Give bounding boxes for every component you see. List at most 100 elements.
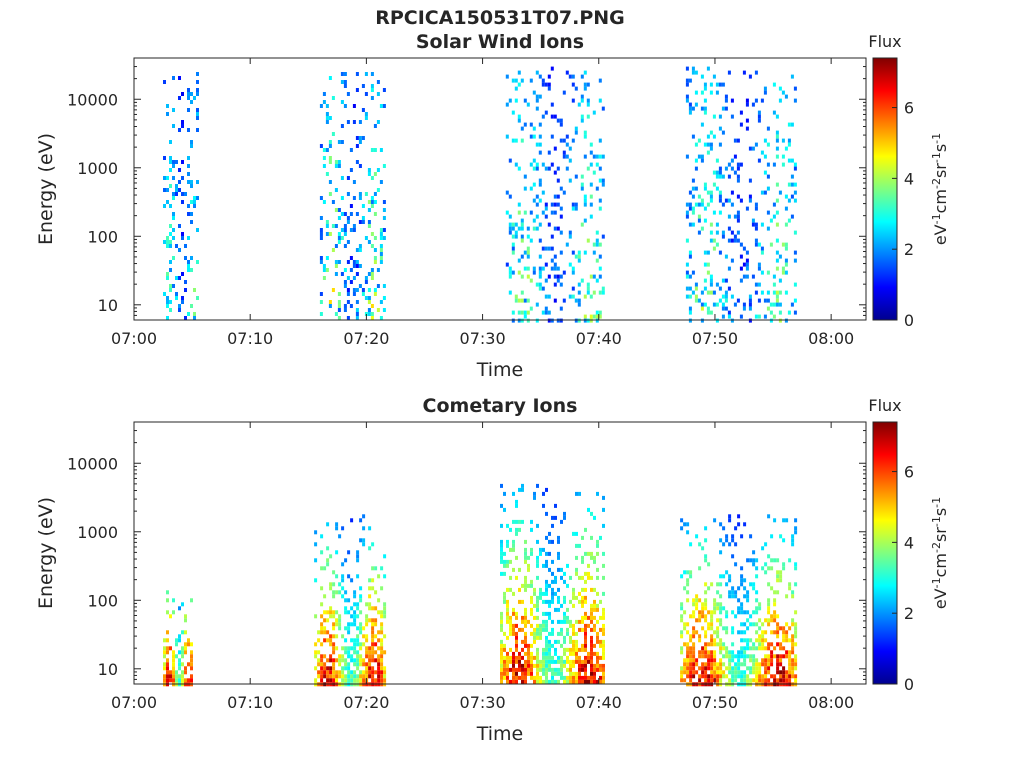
heatmap-cell bbox=[595, 162, 599, 167]
heatmap-cell bbox=[181, 236, 184, 240]
heatmap-cell bbox=[323, 594, 327, 599]
y-tick-label: 100 bbox=[87, 227, 118, 246]
heatmap-cell bbox=[550, 162, 554, 167]
heatmap-cell bbox=[713, 638, 717, 643]
heatmap-cell bbox=[364, 236, 368, 240]
heatmap-cell bbox=[526, 102, 530, 107]
heatmap-cell bbox=[500, 643, 503, 648]
heatmap-cell bbox=[569, 667, 572, 672]
heatmap-cell bbox=[539, 663, 542, 668]
heatmap-cell bbox=[563, 579, 566, 584]
heatmap-cell bbox=[500, 627, 503, 632]
heatmap-cell bbox=[166, 104, 169, 108]
heatmap-cell bbox=[355, 212, 359, 216]
heatmap-cell bbox=[592, 290, 596, 295]
heatmap-cell bbox=[557, 567, 560, 572]
heatmap-cell bbox=[344, 678, 348, 683]
heatmap-cell bbox=[367, 168, 371, 172]
heatmap-cell bbox=[356, 674, 360, 679]
heatmap-cell bbox=[329, 554, 333, 559]
heatmap-cell bbox=[514, 222, 518, 227]
heatmap-cell bbox=[595, 238, 599, 243]
x-tick-label: 07:20 bbox=[343, 693, 389, 712]
heatmap-cell bbox=[338, 582, 342, 587]
heatmap-cell bbox=[772, 290, 776, 295]
heatmap-cell bbox=[551, 667, 554, 672]
heatmap-cell bbox=[535, 106, 539, 111]
heatmap-cell bbox=[718, 174, 722, 179]
heatmap-cell bbox=[517, 318, 521, 323]
heatmap-cell bbox=[517, 70, 521, 75]
heatmap-cell bbox=[568, 262, 572, 267]
heatmap-cell bbox=[172, 236, 175, 240]
heatmap-cell bbox=[356, 678, 360, 683]
heatmap-cell bbox=[368, 602, 372, 607]
heatmap-cell bbox=[593, 679, 596, 684]
heatmap-cell bbox=[581, 599, 584, 604]
heatmap-cell bbox=[715, 158, 719, 163]
heatmap-cell bbox=[542, 547, 545, 552]
heatmap-cell bbox=[346, 92, 350, 96]
heatmap-cell bbox=[544, 310, 548, 315]
heatmap-cell bbox=[737, 670, 741, 675]
heatmap-cell bbox=[563, 679, 566, 684]
heatmap-cell bbox=[356, 638, 360, 643]
heatmap-cell bbox=[763, 138, 767, 143]
heatmap-cell bbox=[698, 650, 702, 655]
heatmap-cell bbox=[790, 214, 794, 219]
heatmap-cell bbox=[719, 646, 723, 651]
heatmap-cell bbox=[751, 218, 755, 223]
heatmap-cell bbox=[703, 278, 707, 283]
heatmap-cell bbox=[353, 610, 357, 615]
heatmap-cell bbox=[727, 314, 731, 319]
heatmap-cell bbox=[383, 670, 387, 675]
heatmap-cell bbox=[331, 248, 335, 252]
heatmap-cell bbox=[782, 678, 786, 683]
heatmap-cell bbox=[521, 583, 524, 588]
heatmap-cell bbox=[563, 611, 566, 616]
heatmap-cell bbox=[358, 220, 362, 224]
heatmap-cell bbox=[536, 559, 539, 564]
heatmap-cell bbox=[790, 302, 794, 307]
heatmap-cell bbox=[337, 208, 341, 212]
heatmap-cell bbox=[373, 292, 377, 296]
heatmap-cell bbox=[703, 218, 707, 223]
heatmap-cell bbox=[688, 250, 692, 255]
heatmap-cell bbox=[602, 627, 605, 632]
heatmap-cell bbox=[559, 230, 563, 235]
heatmap-cell bbox=[553, 298, 557, 303]
heatmap-cell bbox=[172, 196, 175, 200]
heatmap-cell bbox=[767, 602, 771, 607]
heatmap-cell bbox=[325, 116, 329, 120]
heatmap-cell bbox=[500, 571, 503, 576]
heatmap-cell bbox=[743, 610, 747, 615]
heatmap-cell bbox=[574, 86, 578, 91]
heatmap-cell bbox=[361, 216, 365, 220]
heatmap-cell bbox=[586, 114, 590, 119]
heatmap-cell bbox=[731, 586, 735, 591]
heatmap-cell bbox=[748, 178, 752, 183]
heatmap-cell bbox=[562, 190, 566, 195]
heatmap-cell bbox=[379, 252, 383, 256]
heatmap-cell bbox=[533, 495, 536, 500]
heatmap-cell bbox=[359, 518, 363, 523]
heatmap-cell bbox=[590, 511, 593, 516]
heatmap-cell bbox=[514, 78, 518, 83]
heatmap-cell bbox=[736, 178, 740, 183]
heatmap-cell bbox=[689, 678, 693, 683]
heatmap-cell bbox=[187, 638, 190, 643]
heatmap-cell bbox=[790, 74, 794, 79]
heatmap-cell bbox=[506, 599, 509, 604]
heatmap-cell bbox=[710, 670, 714, 675]
heatmap-cell bbox=[781, 270, 785, 275]
heatmap-cell bbox=[190, 674, 193, 679]
heatmap-cell bbox=[769, 242, 773, 247]
heatmap-cell bbox=[740, 566, 744, 571]
heatmap-cell bbox=[683, 678, 687, 683]
heatmap-cell bbox=[703, 286, 707, 291]
heatmap-cell bbox=[578, 679, 581, 684]
heatmap-cell bbox=[545, 559, 548, 564]
heatmap-cell bbox=[794, 674, 798, 679]
heatmap-cell bbox=[743, 678, 747, 683]
